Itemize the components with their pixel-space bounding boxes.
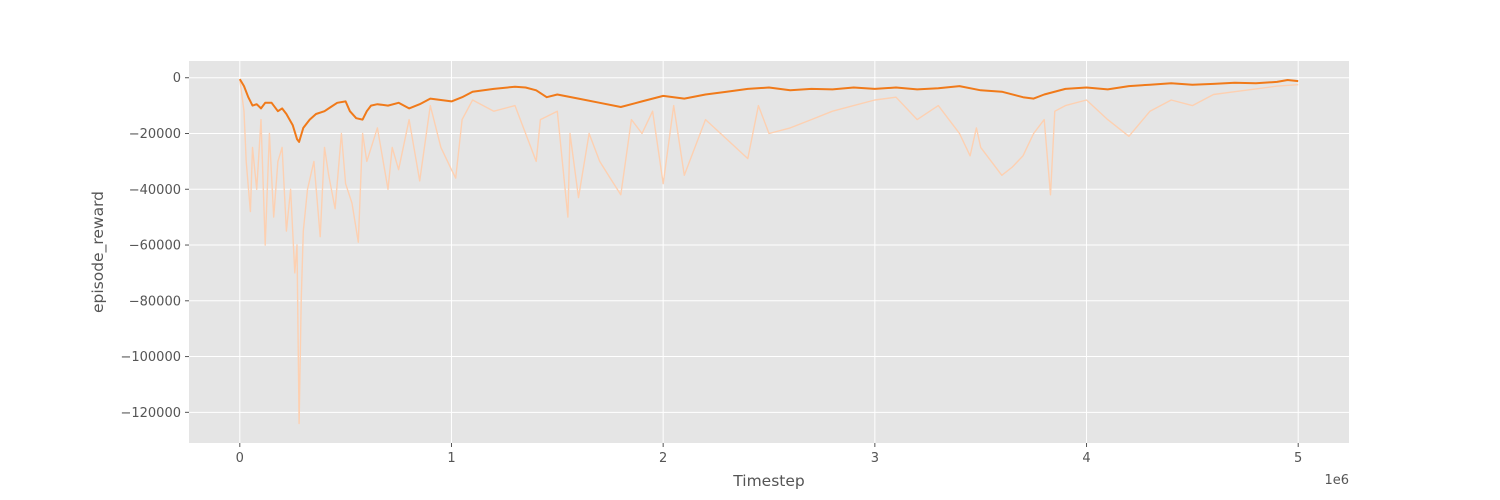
x-tick-label: 5 — [1294, 451, 1302, 466]
raw-reward-line — [239, 79, 1299, 425]
y-tick-label: 0 — [173, 71, 181, 86]
smoothed-reward-line — [238, 78, 1299, 143]
x-tick-label: 3 — [871, 451, 879, 466]
y-tick-label: −120000 — [120, 406, 181, 421]
x-axis-ticks: 0 1 2 3 4 5 — [236, 443, 1302, 466]
x-axis-label: Timestep — [732, 472, 804, 490]
x-tick-label: 2 — [659, 451, 667, 466]
x-axis-offset-label: 1e6 — [1324, 473, 1349, 488]
y-axis-label: episode_reward — [89, 191, 108, 313]
y-tick-label: −20000 — [129, 127, 181, 142]
y-tick-label: −100000 — [120, 350, 181, 365]
grid-lines — [189, 61, 1349, 443]
y-tick-label: −80000 — [129, 294, 181, 309]
y-tick-label: −40000 — [129, 183, 181, 198]
x-tick-label: 1 — [447, 451, 455, 466]
series-layer — [238, 78, 1299, 425]
x-tick-label: 0 — [236, 451, 244, 466]
plot-background — [189, 61, 1349, 443]
y-tick-label: −60000 — [129, 239, 181, 254]
y-axis-ticks: 0 −20000 −40000 −60000 −80000 −100000 −120000 — [120, 71, 189, 421]
x-tick-label: 4 — [1082, 451, 1090, 466]
